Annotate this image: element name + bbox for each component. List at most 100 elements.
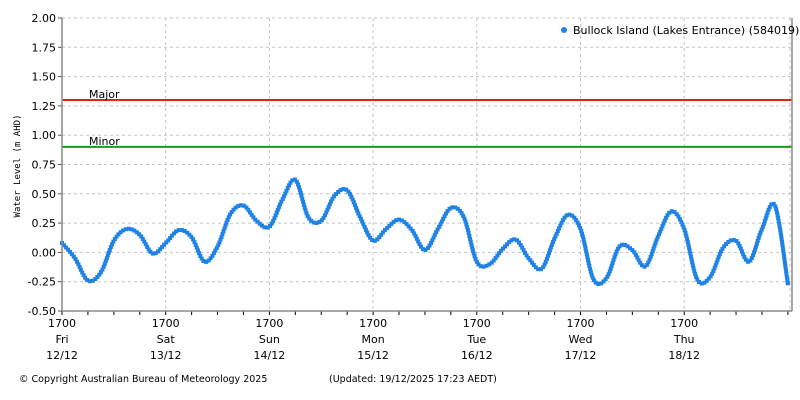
data-point	[779, 233, 784, 238]
data-point	[614, 249, 619, 254]
data-point	[736, 241, 741, 246]
data-point	[593, 280, 598, 285]
data-point	[146, 247, 151, 252]
data-point	[665, 213, 670, 218]
data-point	[362, 225, 367, 230]
data-point	[740, 249, 745, 254]
data-point	[781, 251, 786, 256]
data-point	[226, 215, 231, 220]
data-point	[589, 272, 594, 277]
data-point	[783, 263, 788, 268]
data-point	[402, 220, 407, 225]
data-point	[406, 224, 411, 229]
data-point	[301, 202, 306, 207]
data-point	[464, 222, 469, 227]
data-point	[249, 212, 254, 217]
x-tick-label: 15/12	[357, 349, 389, 362]
data-point	[476, 262, 481, 267]
data-point	[611, 257, 616, 262]
threshold-label-minor: Minor	[89, 135, 120, 148]
data-point	[581, 237, 586, 242]
data-point	[349, 194, 354, 199]
data-point	[300, 196, 305, 201]
data-point	[579, 228, 584, 233]
data-point	[688, 254, 693, 259]
data-point	[314, 220, 319, 225]
data-point	[262, 225, 267, 230]
data-point	[408, 226, 413, 231]
data-point	[358, 216, 363, 221]
data-point	[558, 223, 563, 228]
data-point	[73, 257, 78, 262]
data-point	[560, 218, 565, 223]
legend: Bullock Island (Lakes Entrance) (584019)	[561, 24, 799, 37]
data-point	[763, 216, 768, 221]
data-point	[259, 223, 264, 228]
y-tick-label: 0.00	[32, 246, 57, 259]
data-point	[377, 235, 382, 240]
data-point	[290, 178, 295, 183]
data-point	[550, 239, 555, 244]
data-point	[366, 233, 371, 238]
data-point	[350, 197, 355, 202]
data-point	[132, 228, 137, 233]
data-point	[123, 227, 128, 232]
data-point	[275, 207, 280, 212]
data-point	[213, 248, 218, 253]
data-point	[302, 205, 307, 210]
data-point	[267, 224, 272, 229]
data-point	[524, 253, 529, 258]
x-tick-label: 16/12	[461, 349, 493, 362]
data-point	[676, 214, 681, 219]
data-point	[470, 245, 475, 250]
data-point	[564, 213, 569, 218]
data-point	[114, 234, 119, 239]
data-point	[753, 244, 758, 249]
x-tick-label: 14/12	[254, 349, 286, 362]
data-point	[726, 239, 731, 244]
data-point	[690, 263, 695, 268]
data-point	[549, 242, 554, 247]
data-point	[81, 273, 86, 278]
data-point	[776, 216, 781, 221]
data-point	[693, 271, 698, 276]
x-tick-label: Fri	[55, 333, 68, 346]
data-point	[782, 260, 787, 265]
data-point	[357, 214, 362, 219]
data-point	[620, 242, 625, 247]
data-point	[198, 253, 203, 258]
data-point	[447, 206, 452, 211]
data-point	[526, 255, 531, 260]
data-point	[311, 220, 316, 225]
data-point	[745, 259, 750, 264]
data-point	[204, 259, 209, 264]
data-point	[288, 180, 293, 185]
data-point	[322, 213, 327, 218]
data-point	[282, 194, 287, 199]
data-point	[545, 254, 550, 259]
data-point	[515, 238, 520, 243]
data-point	[781, 248, 786, 253]
data-point	[716, 254, 721, 259]
data-point	[298, 191, 303, 196]
data-point	[493, 256, 498, 261]
data-point	[66, 247, 71, 252]
data-point	[734, 238, 739, 243]
data-point	[301, 199, 306, 204]
data-point	[650, 249, 655, 254]
data-point	[294, 179, 299, 184]
data-point	[158, 247, 163, 252]
y-tick-label: 1.75	[32, 41, 57, 54]
data-point	[242, 203, 247, 208]
data-point	[179, 228, 184, 233]
data-point	[590, 275, 595, 280]
data-point	[379, 232, 384, 237]
data-point	[664, 215, 669, 220]
data-point	[216, 243, 221, 248]
data-point	[584, 252, 589, 257]
data-point	[129, 227, 134, 232]
data-point	[336, 189, 341, 194]
data-point	[659, 226, 664, 231]
data-point	[471, 251, 476, 256]
data-point	[143, 242, 148, 247]
